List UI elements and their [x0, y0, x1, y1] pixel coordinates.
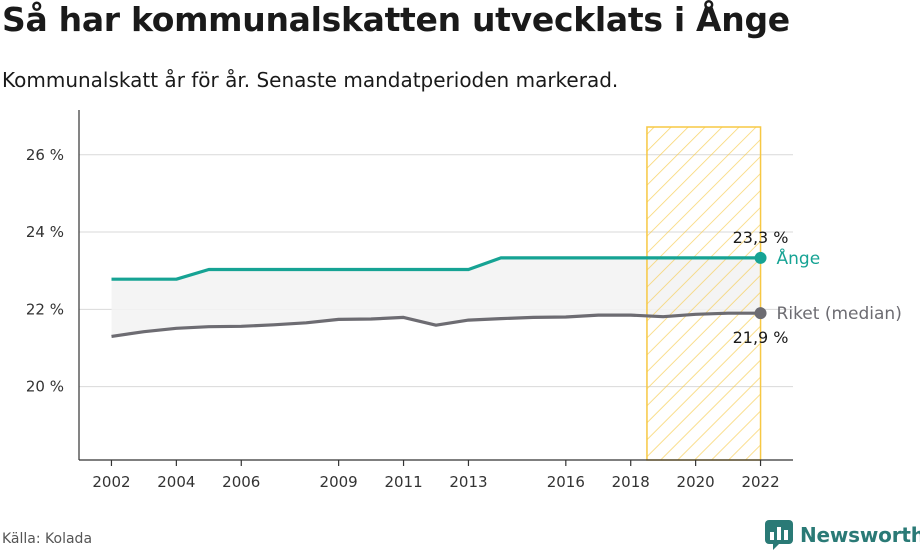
newsworthy-logo-icon	[765, 520, 793, 550]
x-tick-label-2009: 2009	[320, 473, 358, 491]
end-value-label-ange: 23,3 %	[733, 228, 789, 247]
x-tick-label-2011: 2011	[384, 473, 422, 491]
line-chart: 20 % 22 % 24 % 26 % 2002 2004 2006 2009 2011 201…	[26, 110, 902, 491]
chart-subtitle: Kommunalskatt år för år. Senaste mandatp…	[2, 68, 619, 92]
x-tick-label-2020: 2020	[677, 473, 715, 491]
y-tick-label-20: 20 %	[26, 378, 64, 396]
newsworthy-wordmark: Newsworthy	[800, 523, 920, 547]
newsworthy-logo: Newsworthy	[764, 518, 920, 552]
y-tick-label-26: 26 %	[26, 146, 64, 164]
x-tick-label-2013: 2013	[449, 473, 487, 491]
end-point-riket	[754, 307, 767, 320]
x-tick-label-2016: 2016	[547, 473, 585, 491]
series-gap-area	[111, 257, 761, 337]
mandate-period-highlight	[646, 126, 762, 461]
chart-title: Så har kommunalskatten utvecklats i Ånge	[2, 0, 790, 39]
mandate-period-rect	[646, 126, 762, 461]
end-value-label-riket: 21,9 %	[733, 328, 789, 347]
series-name-label-riket: Riket (median)	[777, 304, 902, 324]
series-lines	[111, 251, 767, 338]
x-axis: 2002 2004 2006 2009 2011 2013 2016 2018 2020 2022	[78, 110, 793, 491]
x-tick-label-2022: 2022	[741, 473, 779, 491]
x-tick-label-2004: 2004	[157, 473, 195, 491]
gap-band	[111, 257, 761, 337]
y-tick-label-24: 24 %	[26, 223, 64, 241]
source-note: Källa: Kolada	[2, 531, 93, 547]
series-name-label-ange: Ånge	[777, 247, 821, 269]
x-tick-label-2002: 2002	[92, 473, 130, 491]
x-tick-label-2006: 2006	[222, 473, 260, 491]
series-line-ange	[111, 256, 761, 281]
series-line-riket	[111, 311, 761, 338]
x-tick-label-2018: 2018	[612, 473, 650, 491]
y-tick-label-22: 22 %	[26, 300, 64, 318]
end-point-ange	[754, 251, 767, 264]
